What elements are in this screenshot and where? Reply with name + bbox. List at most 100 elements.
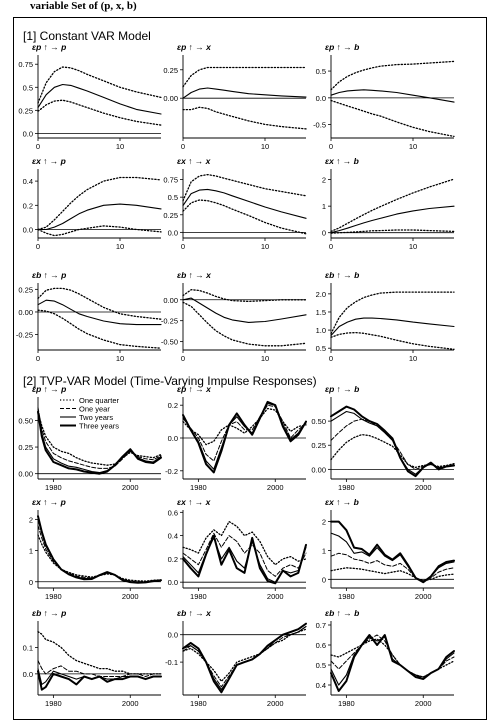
y-tick-label: 0.00 xyxy=(311,465,326,474)
x-tick-label: 0 xyxy=(329,354,333,363)
y-tick-label: 0 xyxy=(322,575,326,584)
panel-c21: εb ↑ → x -0.50 -0.25 0.00 0 10 xyxy=(161,270,307,363)
y-tick-label: 0.25 xyxy=(18,285,33,294)
y-tick-label: 0.25 xyxy=(163,211,178,220)
series-line-thick xyxy=(37,515,162,584)
x-tick-label: 1980 xyxy=(338,699,355,708)
series-line-solid xyxy=(37,83,162,115)
series-line-dashed xyxy=(182,404,307,462)
panel-t00: εp ↑ → p 0.00 0.25 0.50 1980 2000 One quarterO… xyxy=(18,384,162,492)
series-line-dotted xyxy=(37,176,162,231)
panel-t10: εx ↑ → p 0 1 2 1980 2000 xyxy=(29,497,162,601)
y-tick-label: 1 xyxy=(322,546,326,555)
x-tick-label: 1980 xyxy=(45,699,62,708)
panel-title: εb ↑ → b xyxy=(325,608,359,618)
x-tick-label: 10 xyxy=(409,242,417,251)
y-tick-label: 0.2 xyxy=(23,201,33,210)
x-tick-label: 0 xyxy=(181,242,185,251)
y-tick-label: 0.0 xyxy=(23,129,33,138)
y-tick-label: 0.50 xyxy=(311,417,326,426)
section-title-constant-var: [1] Constant VAR Model xyxy=(23,29,151,43)
x-tick-label: 0 xyxy=(36,142,40,151)
series-line-solid xyxy=(330,317,455,337)
x-tick-label: 1980 xyxy=(190,592,207,601)
legend-label: One quarter xyxy=(79,396,120,405)
x-tick-label: 2000 xyxy=(415,483,432,492)
y-tick-label: 0.2 xyxy=(168,401,178,410)
series-line-solid xyxy=(37,409,162,474)
y-tick-label: 2.0 xyxy=(316,290,326,299)
series-line-dotted xyxy=(37,309,162,349)
y-tick-label: 0.25 xyxy=(18,106,33,115)
series-line-solid xyxy=(37,299,162,326)
y-tick-label: 0.0 xyxy=(168,228,178,237)
x-tick-label: 0 xyxy=(329,242,333,251)
series-line-thick xyxy=(182,622,307,694)
x-tick-label: 10 xyxy=(409,142,417,151)
series-line-dotted xyxy=(37,99,162,126)
x-tick-label: 1980 xyxy=(338,592,355,601)
panel-title: εp ↑ → x xyxy=(177,42,212,52)
panel-title: εp ↑ → p xyxy=(32,384,66,394)
y-tick-label: 0 xyxy=(29,578,33,587)
y-tick-label: 0.0 xyxy=(23,226,33,235)
series-line-thick xyxy=(330,520,455,584)
x-tick-label: 2000 xyxy=(415,699,432,708)
series-line-dashed xyxy=(37,660,162,677)
panel-title: εx ↑ → x xyxy=(177,497,212,507)
panel-title: εx ↑ → x xyxy=(177,156,212,166)
series-line-dotted xyxy=(182,66,307,88)
series-line-solid xyxy=(330,410,455,475)
series-line-solid xyxy=(182,537,307,583)
series-line-dashed xyxy=(182,626,307,688)
x-tick-label: 1980 xyxy=(190,699,207,708)
y-tick-label: -0.25 xyxy=(16,331,33,340)
panel-title: εp ↑ → p xyxy=(32,42,66,52)
series-line-dotted xyxy=(330,229,455,234)
y-tick-label: 0.0 xyxy=(168,631,178,640)
x-tick-label: 0 xyxy=(181,142,185,151)
x-tick-label: 10 xyxy=(116,142,124,151)
series-line-thick xyxy=(37,670,162,691)
y-tick-label: -0.2 xyxy=(165,467,178,476)
y-tick-label: -0.5 xyxy=(313,121,326,130)
series-line-thick xyxy=(182,534,307,585)
y-tick-label: 0.0 xyxy=(23,670,33,679)
y-tick-label: 0.4 xyxy=(23,177,33,186)
panel-title: εp ↑ → b xyxy=(325,42,359,52)
y-tick-label: 0.5 xyxy=(316,67,326,76)
y-tick-label: 2 xyxy=(29,515,33,524)
y-tick-label: 2 xyxy=(322,518,326,527)
legend-label: Two years xyxy=(79,413,113,422)
series-line-dashed xyxy=(330,552,455,582)
series-line-solid xyxy=(37,203,162,231)
x-tick-label: 10 xyxy=(116,242,124,251)
series-line-dotted xyxy=(37,411,162,466)
y-tick-label: 0.00 xyxy=(18,308,33,317)
series-line-dotted xyxy=(37,225,162,237)
x-tick-label: 1980 xyxy=(190,483,207,492)
y-tick-label: 1 xyxy=(29,547,33,556)
panel-title: εx ↑ → b xyxy=(325,497,359,507)
panel-title: εb ↑ → p xyxy=(32,608,66,618)
panel-c22: εb ↑ → b 0.5 1.0 1.5 2.0 0 10 xyxy=(316,270,455,363)
y-tick-label: 0 xyxy=(322,229,326,238)
panel-title: εb ↑ → x xyxy=(177,270,212,280)
panel-title: εb ↑ → b xyxy=(325,270,359,280)
series-line-dashed xyxy=(330,418,455,470)
y-tick-label: -0.50 xyxy=(161,338,178,347)
y-tick-label: 0.25 xyxy=(163,66,178,75)
panel-c10: εx ↑ → p 0.0 0.2 0.4 0 10 xyxy=(23,156,162,251)
panel-t22: εb ↑ → b 0.4 0.5 0.6 0.7 1980 2000 xyxy=(316,608,455,708)
series-line-dotted xyxy=(182,173,307,202)
series-line-dotted xyxy=(330,331,455,350)
x-tick-label: 0 xyxy=(329,142,333,151)
x-tick-label: 2000 xyxy=(122,483,139,492)
section-title-tvp-var: [2] TVP-VAR Model (Time-Varying Impulse … xyxy=(23,374,317,388)
panel-title: εx ↑ → p xyxy=(32,156,66,166)
x-tick-label: 0 xyxy=(181,354,185,363)
x-tick-label: 10 xyxy=(261,354,269,363)
series-line-dotted xyxy=(330,433,455,469)
x-tick-label: 0 xyxy=(36,242,40,251)
